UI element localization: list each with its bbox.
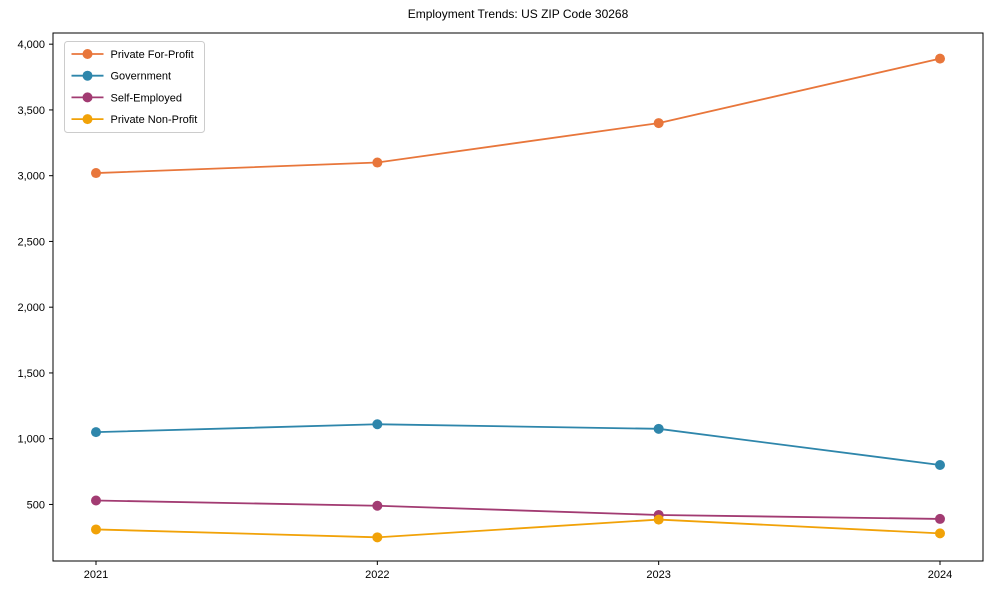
chart-title: Employment Trends: US ZIP Code 30268 (408, 7, 629, 21)
legend-item-private-for-profit: Private For-Profit (71, 49, 194, 61)
legend-dot-marker (82, 92, 93, 103)
x-axis: 2021 2022 2023 2024 (84, 561, 952, 581)
legend-box (64, 41, 205, 133)
y-tick-label: 2,000 (17, 302, 45, 314)
y-tick-label: 1,000 (17, 434, 45, 446)
data-point-private-for-profit-2024 (935, 53, 945, 64)
data-point-private-non-profit-2024 (935, 528, 945, 539)
y-tick-label: 2,500 (17, 236, 45, 248)
legend-dot-marker (82, 114, 93, 125)
legend-label: Private For-Profit (111, 49, 194, 61)
x-tick-label: 2024 (928, 569, 952, 581)
data-point-self-employed-2021 (91, 495, 101, 506)
legend-dot-marker (82, 49, 93, 59)
data-point-government-2021 (91, 427, 101, 438)
data-point-private-non-profit-2023 (653, 514, 664, 525)
x-tick-label: 2021 (84, 569, 108, 581)
x-tick-label: 2023 (646, 569, 670, 581)
legend-label: Self-Employed (111, 92, 183, 104)
legend-item-private-non-profit: Private Non-Profit (71, 114, 198, 126)
data-point-government-2022 (372, 419, 383, 430)
series-line-self-employed (95, 499, 941, 520)
data-point-private-non-profit-2021 (91, 524, 101, 535)
data-point-self-employed-2024 (935, 513, 945, 524)
series-line-government (95, 423, 941, 466)
series-group (91, 53, 945, 543)
data-point-government-2023 (653, 423, 664, 434)
y-tick-label: 3,000 (17, 171, 45, 183)
data-point-self-employed-2022 (372, 500, 383, 511)
data-point-private-for-profit-2021 (91, 168, 101, 179)
legend-item-self-employed: Self-Employed (71, 92, 183, 104)
y-tick-label: 4,000 (17, 39, 45, 51)
legend-label: Private Non-Profit (111, 114, 198, 126)
legend-dot-marker (82, 70, 93, 81)
series-line-private-for-profit (95, 57, 941, 174)
legend: Private For-Profit Government Self-Employe… (64, 41, 205, 133)
legend-item-government: Government (71, 70, 172, 83)
x-tick-label: 2022 (365, 569, 389, 581)
data-point-private-for-profit-2022 (372, 157, 383, 168)
y-axis: 500 1,000 1,500 2,000 2,500 3,000 3,500 4,000 (17, 39, 53, 511)
legend-label: Government (111, 71, 172, 83)
data-point-private-non-profit-2022 (372, 532, 383, 543)
data-point-government-2024 (935, 460, 945, 470)
y-tick-label: 500 (27, 499, 45, 511)
plot-area (52, 32, 984, 562)
series-line-private-non-profit (95, 518, 941, 539)
y-tick-label: 1,500 (17, 368, 45, 380)
data-point-private-for-profit-2023 (653, 118, 664, 129)
y-tick-label: 3,500 (17, 105, 45, 117)
